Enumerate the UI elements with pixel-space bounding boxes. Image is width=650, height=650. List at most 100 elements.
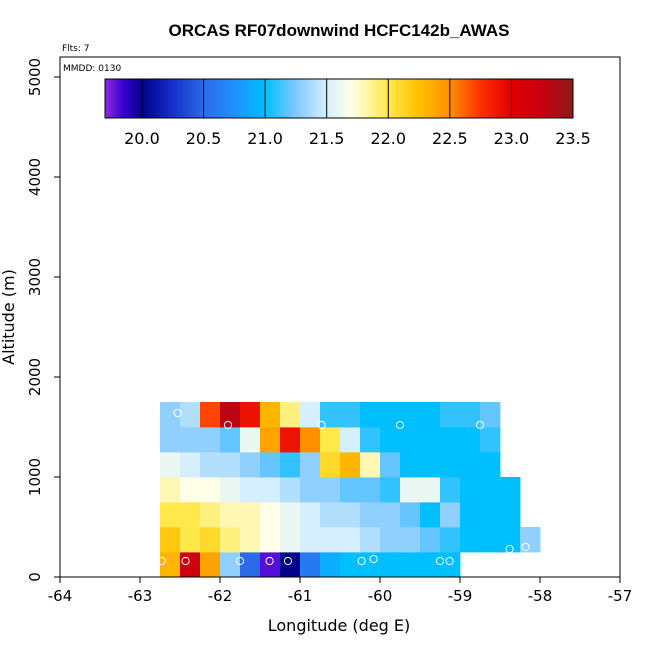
heatmap-cell: [340, 477, 361, 503]
heatmap-cell: [320, 527, 341, 553]
sample-point-marker: [235, 556, 245, 566]
heatmap-cell: [340, 502, 361, 528]
heatmap-cell: [360, 402, 381, 428]
heatmap-cell: [200, 427, 221, 453]
x-tick-label: -60: [368, 587, 393, 605]
y-tick-label: 4000: [26, 158, 44, 196]
heatmap-cell: [460, 402, 481, 428]
heatmap-cell: [420, 452, 441, 478]
heatmap-cell: [260, 427, 281, 453]
x-tick-label: -59: [448, 587, 473, 605]
heatmap-cell: [360, 477, 381, 503]
heatmap-cell: [280, 527, 301, 553]
heatmap-cell: [200, 477, 221, 503]
sample-point-marker: [435, 556, 445, 566]
colorbar-tick-label: 23.0: [494, 129, 530, 148]
y-axis-title: Altitude (m): [0, 269, 18, 365]
heatmap-cell: [380, 502, 401, 528]
heatmap-cell: [520, 527, 541, 553]
heatmap-cell: [360, 552, 381, 578]
heatmap-cell: [460, 527, 481, 553]
heatmap-cell: [220, 402, 241, 428]
heatmap-cell: [440, 427, 461, 453]
heatmap-cell: [460, 477, 481, 503]
x-tick-label: -58: [528, 587, 553, 605]
heatmap-cell: [220, 502, 241, 528]
heatmap-cell: [160, 452, 181, 478]
heatmap-cell: [400, 527, 421, 553]
colorbar-gradient: [104, 78, 574, 119]
sample-point-marker: [157, 556, 166, 566]
heatmap-cell: [180, 402, 201, 428]
x-axis: -64 -63 -62 -61 -60 -59 -58 -57: [48, 577, 633, 605]
heatmap-cell: [380, 452, 401, 478]
x-tick-label: -64: [48, 587, 73, 605]
heatmap-cell: [240, 477, 261, 503]
x-tick-label: -57: [608, 587, 633, 605]
heatmap-cell: [340, 552, 361, 578]
heatmap-cell: [200, 527, 221, 553]
heatmap-cell: [220, 427, 241, 453]
heatmap-cell: [420, 477, 441, 503]
heatmap-cell: [440, 527, 461, 553]
heatmap-cell: [280, 402, 301, 428]
heatmap-cell: [160, 402, 181, 428]
heatmap-cell: [360, 502, 381, 528]
heatmap-cell: [220, 527, 241, 553]
heatmap-cell: [240, 527, 261, 553]
heatmap-cell: [420, 552, 441, 578]
heatmap-cell: [300, 502, 321, 528]
heatmap-cell: [200, 502, 221, 528]
colorbar-ticks: 20.0 20.5 21.0 21.5 22.0 22.5 23.0 23.5: [124, 79, 591, 148]
y-tick-label: 5000: [26, 58, 44, 96]
heatmap-cell: [340, 527, 361, 553]
heatmap-cell: [360, 527, 381, 553]
heatmap-cell: [380, 552, 401, 578]
colorbar-tick-label: 20.0: [124, 129, 160, 148]
heatmap-cell: [480, 427, 501, 453]
heatmap-cell: [460, 452, 481, 478]
heatmap-cell: [260, 477, 281, 503]
heatmap-cell: [300, 527, 321, 553]
y-tick-label: 3000: [26, 258, 44, 296]
y-tick-label: 0: [26, 572, 44, 582]
sample-point-marker: [223, 420, 233, 430]
heatmap-cell: [380, 427, 401, 453]
colorbar: 20.0 20.5 21.0 21.5 22.0 22.5 23.0 23.5: [104, 78, 591, 148]
heatmap-cell: [280, 552, 301, 578]
x-axis-title: Longitude (deg E): [268, 616, 411, 635]
colorbar-tick-label: 20.5: [186, 129, 222, 148]
heatmap-cell: [240, 552, 261, 578]
heatmap-cell: [200, 402, 221, 428]
heatmap-cell: [460, 502, 481, 528]
heatmap-cell: [160, 477, 181, 503]
heatmap-cell: [300, 477, 321, 503]
heatmap-cell: [260, 402, 281, 428]
heatmap-cell: [400, 402, 421, 428]
heatmap-cell: [400, 452, 421, 478]
date-annotation: MMDD: 0130: [63, 64, 121, 74]
heatmap-cell: [180, 477, 201, 503]
sample-point-marker: [283, 556, 293, 566]
x-tick-label: -61: [288, 587, 313, 605]
heatmap-cell: [380, 402, 401, 428]
heatmap-cell: [480, 452, 501, 478]
heatmap-cell: [180, 527, 201, 553]
heatmap-cell: [360, 427, 381, 453]
heatmap-cell: [180, 452, 201, 478]
colorbar-tick-label: 21.5: [309, 129, 345, 148]
heatmap-cell: [420, 502, 441, 528]
heatmap-cell: [200, 452, 221, 478]
heatmap-cell: [180, 552, 201, 578]
sample-point-marker: [521, 542, 530, 552]
sample-point-marker: [445, 556, 454, 566]
heatmap-cell: [480, 402, 501, 428]
heatmap-cell: [320, 502, 341, 528]
colorbar-tick-label: 23.5: [555, 129, 591, 148]
heatmap-cell: [360, 452, 381, 478]
heatmap-cell: [160, 427, 181, 453]
heatmap-cell: [380, 477, 401, 503]
heatmap-cell: [340, 402, 361, 428]
colorbar-tick-label: 21.0: [247, 129, 283, 148]
